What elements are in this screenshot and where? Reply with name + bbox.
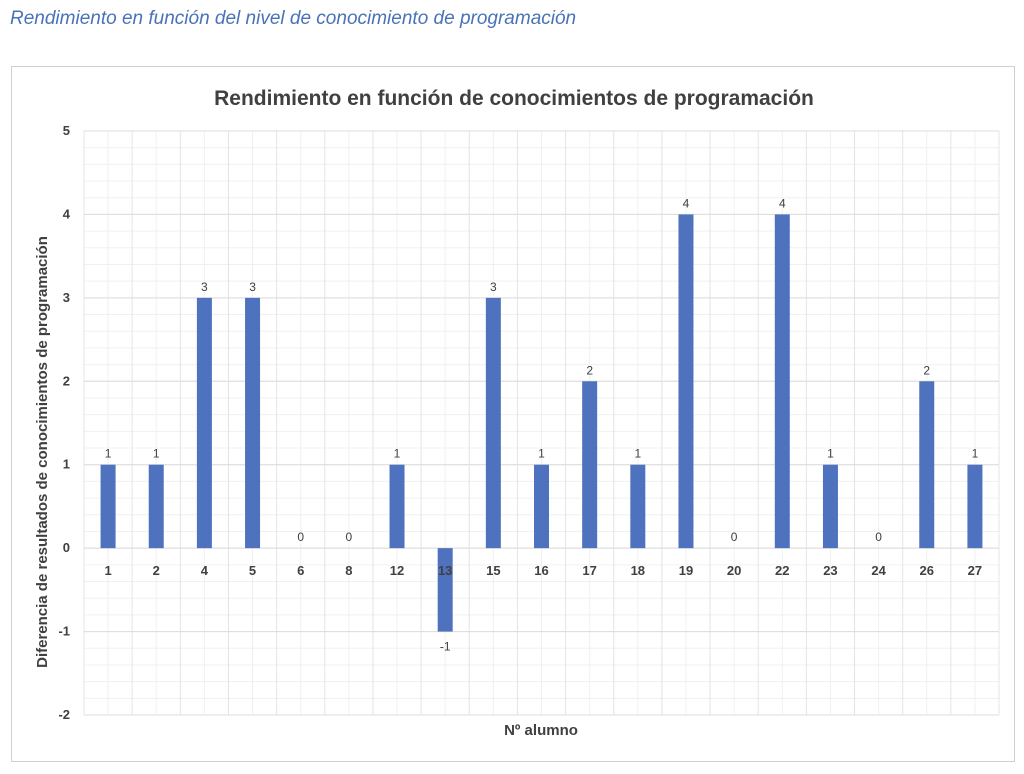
y-axis-label: Diferencia de resultados de conocimiento… — [34, 236, 51, 668]
bar — [919, 381, 935, 549]
y-tick-label: 1 — [63, 457, 70, 472]
data-label: 1 — [827, 447, 834, 461]
chart-title: Rendimiento en función de conocimientos … — [214, 87, 814, 110]
x-tick-label: 5 — [249, 563, 256, 578]
minor-gridlines — [83, 130, 1000, 716]
x-tick-label: 20 — [727, 563, 741, 578]
data-label: 0 — [875, 530, 882, 544]
x-tick-label: 1 — [104, 563, 111, 578]
x-tick-label: 4 — [201, 563, 209, 578]
bar — [485, 297, 501, 549]
figure-caption: Rendimiento en función del nivel de cono… — [10, 8, 577, 29]
data-label: 2 — [923, 363, 930, 377]
major-gridlines — [84, 130, 999, 716]
data-label: 1 — [394, 447, 401, 461]
data-label: 4 — [779, 196, 786, 210]
data-label: 0 — [731, 530, 738, 544]
y-tick-label: 2 — [63, 373, 70, 388]
bar — [245, 297, 261, 549]
data-label: 1 — [972, 447, 979, 461]
bar — [196, 297, 212, 549]
x-tick-label: 6 — [297, 563, 304, 578]
data-label: 3 — [201, 280, 208, 294]
data-label: 1 — [105, 447, 112, 461]
data-label: 1 — [153, 447, 160, 461]
y-tick-label: 0 — [63, 540, 70, 555]
bar — [582, 381, 598, 549]
x-tick-labels: 1 2 4 5 6 8 12 13 15 16 17 18 19 20 22 23 24 26 27 — [104, 563, 982, 578]
x-tick-label: 22 — [775, 563, 789, 578]
data-label: 0 — [346, 530, 353, 544]
bar — [534, 464, 549, 549]
x-tick-label: 19 — [679, 563, 693, 578]
x-axis-label: Nº alumno — [504, 722, 578, 739]
chart-container: 1 1 3 3 0 0 1 -1 3 1 2 1 4 0 4 1 0 2 1 1 2 4 5 6 8 12 13 15 16 17 18 1… — [11, 66, 1015, 762]
data-label: 3 — [490, 280, 497, 294]
y-tick-label: 3 — [63, 290, 70, 305]
data-label: -1 — [440, 640, 451, 654]
bar — [389, 464, 405, 549]
x-tick-label: 23 — [823, 563, 837, 578]
x-tick-label: 12 — [390, 563, 404, 578]
data-label: 1 — [538, 447, 545, 461]
x-tick-label: 2 — [153, 563, 160, 578]
data-label: 0 — [297, 530, 304, 544]
bar — [100, 464, 116, 549]
bar — [678, 214, 694, 549]
x-tick-label: 27 — [968, 563, 982, 578]
y-tick-labels: -2 -1 0 1 2 3 4 5 — [58, 123, 70, 722]
data-label: 1 — [634, 447, 641, 461]
bar — [822, 464, 838, 549]
bar — [437, 548, 453, 632]
x-tick-label: 8 — [345, 563, 352, 578]
x-tick-label: 18 — [631, 563, 645, 578]
x-tick-label: 17 — [582, 563, 596, 578]
y-tick-label: -1 — [58, 624, 70, 639]
x-tick-label: 24 — [871, 563, 886, 578]
y-tick-label: -2 — [58, 707, 70, 722]
data-label: 2 — [586, 363, 593, 377]
x-tick-label: 16 — [534, 563, 548, 578]
bar — [967, 464, 983, 549]
y-tick-label: 5 — [63, 123, 70, 138]
bar — [148, 464, 164, 549]
bars — [100, 214, 983, 632]
y-tick-label: 4 — [63, 206, 71, 221]
bar — [774, 214, 790, 549]
x-tick-label: 13 — [438, 563, 452, 578]
data-label: 3 — [249, 280, 256, 294]
x-tick-label: 26 — [920, 563, 934, 578]
bar — [630, 464, 646, 549]
data-label: 4 — [683, 196, 690, 210]
x-tick-label: 15 — [486, 563, 500, 578]
